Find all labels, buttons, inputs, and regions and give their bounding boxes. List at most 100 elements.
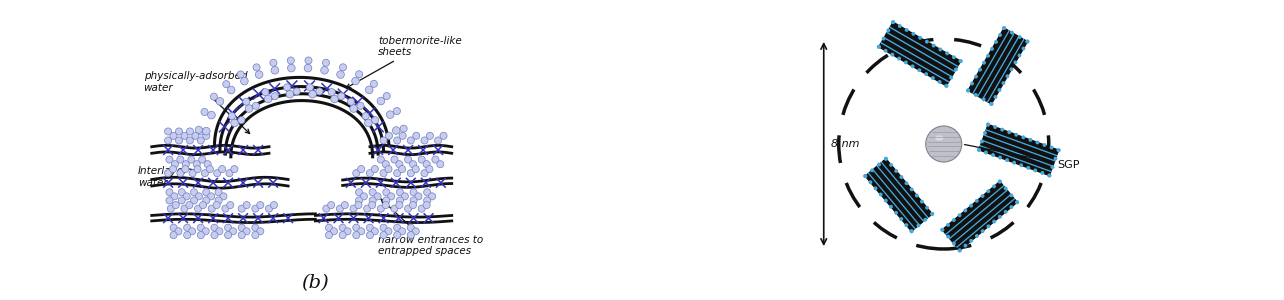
Circle shape [222,205,229,212]
Circle shape [358,228,365,235]
Circle shape [243,202,250,208]
Circle shape [253,64,261,71]
Circle shape [243,98,250,105]
Circle shape [203,189,209,196]
Circle shape [993,184,996,188]
Circle shape [361,193,367,200]
Polygon shape [890,26,958,66]
Circle shape [362,112,370,120]
Circle shape [998,156,1002,160]
Circle shape [946,223,950,227]
Circle shape [982,61,986,65]
Circle shape [325,224,333,231]
Circle shape [190,197,198,204]
Circle shape [918,68,922,72]
Circle shape [1057,148,1061,152]
Circle shape [977,148,981,152]
Circle shape [1057,148,1061,152]
Circle shape [877,45,881,49]
Circle shape [377,97,385,105]
Circle shape [951,55,955,59]
Circle shape [966,88,969,92]
Circle shape [1018,35,1022,39]
Circle shape [166,189,173,196]
Circle shape [265,95,272,103]
Circle shape [407,224,415,231]
Polygon shape [950,190,1011,242]
Circle shape [353,224,360,231]
Polygon shape [982,36,1018,99]
Circle shape [1011,31,1014,34]
Circle shape [177,156,184,163]
Polygon shape [957,199,1017,250]
Circle shape [404,205,412,212]
Circle shape [926,206,930,210]
Circle shape [172,202,180,208]
Polygon shape [885,37,953,77]
Circle shape [1005,74,1009,78]
Circle shape [262,88,268,96]
Circle shape [352,77,360,85]
Circle shape [421,169,428,177]
Circle shape [410,197,417,204]
Circle shape [1009,194,1013,197]
Circle shape [338,93,345,100]
Text: narrow entrances to
entrapped spaces: narrow entrances to entrapped spaces [377,199,483,256]
Circle shape [211,232,218,238]
Circle shape [182,166,189,172]
Circle shape [304,57,312,64]
Circle shape [380,224,386,231]
Circle shape [271,202,277,208]
Circle shape [218,166,226,172]
Circle shape [871,168,874,172]
Circle shape [424,197,430,204]
Polygon shape [882,159,932,217]
Circle shape [202,108,208,116]
Circle shape [178,197,185,204]
Circle shape [169,232,177,238]
Polygon shape [968,28,1008,93]
Circle shape [169,166,177,172]
Polygon shape [878,162,928,220]
Circle shape [385,132,393,140]
Circle shape [339,224,347,231]
Circle shape [1043,143,1046,147]
Circle shape [969,204,973,208]
Circle shape [898,24,901,28]
Circle shape [1026,166,1030,170]
Polygon shape [957,198,1014,247]
Circle shape [937,80,941,84]
Circle shape [437,160,444,168]
Circle shape [225,224,231,231]
Circle shape [216,228,223,235]
Circle shape [883,157,889,161]
Circle shape [349,105,357,112]
Circle shape [214,189,222,196]
Circle shape [410,189,417,196]
Circle shape [190,189,198,196]
Circle shape [211,224,218,231]
Circle shape [426,132,434,140]
Polygon shape [978,146,1050,175]
Polygon shape [986,39,1023,102]
Circle shape [195,126,203,133]
Polygon shape [873,169,921,225]
Circle shape [1021,135,1026,139]
Circle shape [909,229,913,233]
Circle shape [998,180,1002,184]
Text: (b): (b) [302,274,329,292]
Polygon shape [973,31,1013,95]
Circle shape [402,193,408,200]
Circle shape [994,95,998,99]
Circle shape [167,205,175,212]
Circle shape [868,180,872,184]
Circle shape [1026,40,1030,44]
Circle shape [164,169,172,177]
Circle shape [426,166,433,172]
Circle shape [208,205,216,212]
Polygon shape [982,135,1054,165]
Circle shape [986,54,990,58]
Polygon shape [987,39,1027,104]
Circle shape [189,169,196,177]
Circle shape [195,193,203,200]
